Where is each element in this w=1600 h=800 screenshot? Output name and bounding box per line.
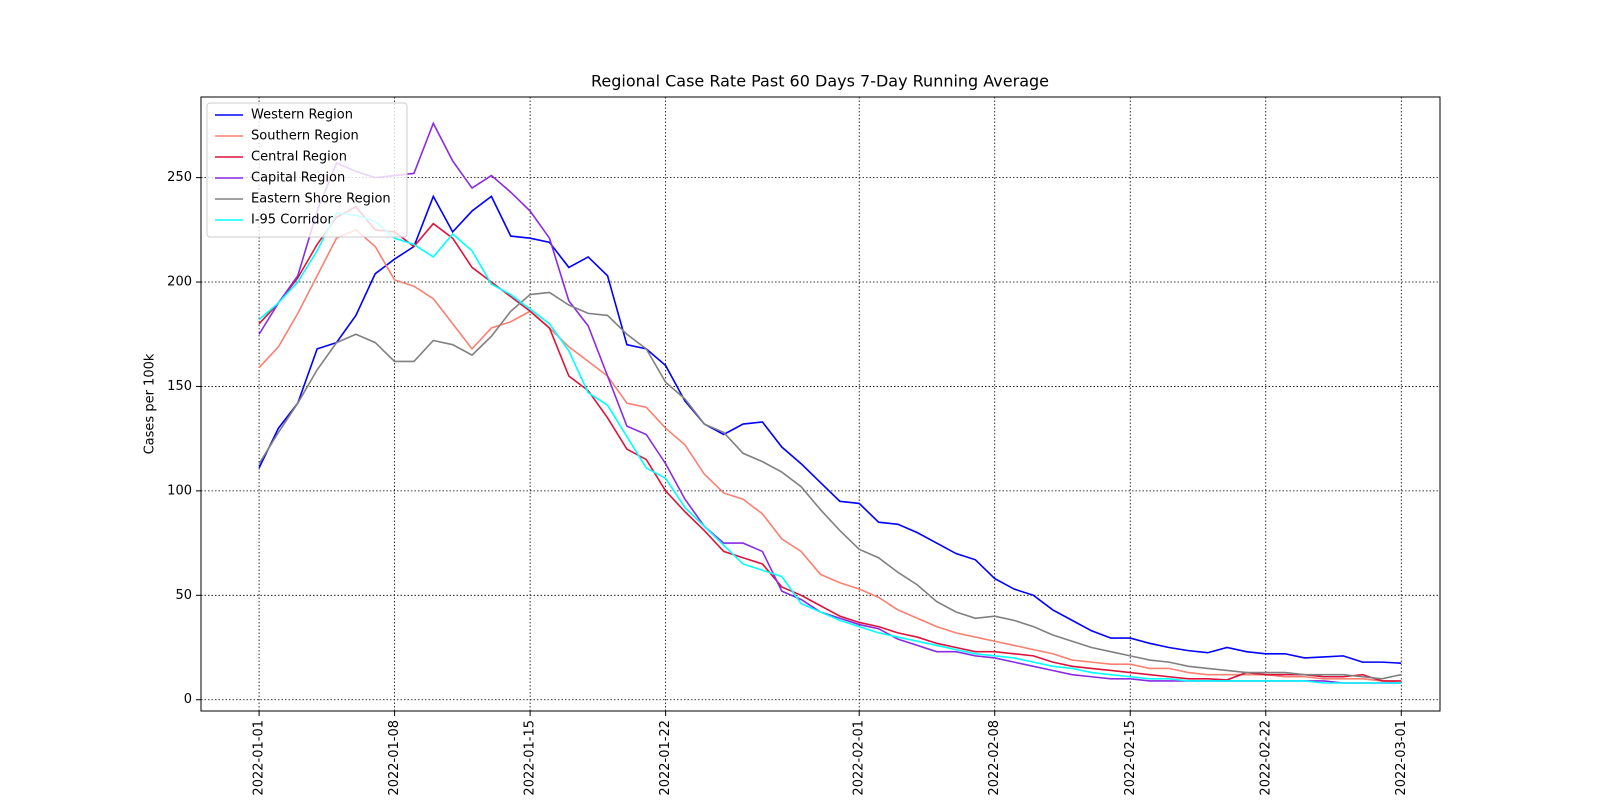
legend-label: I-95 Corridor bbox=[251, 213, 334, 228]
x-tick-label: 2022-03-01 bbox=[1394, 720, 1409, 796]
x-tick-label: 2022-02-08 bbox=[987, 720, 1002, 796]
y-tick-label: 50 bbox=[175, 588, 192, 603]
y-tick-label: 250 bbox=[167, 170, 192, 185]
legend-box bbox=[206, 102, 408, 238]
chart-title: Regional Case Rate Past 60 Days 7-Day Ru… bbox=[591, 72, 1049, 91]
legend-label: Western Region bbox=[251, 108, 353, 123]
legend-label: Southern Region bbox=[251, 129, 359, 144]
series-line bbox=[258, 194, 1402, 664]
x-tick-label: 2022-02-15 bbox=[1123, 720, 1138, 796]
series-line bbox=[258, 212, 1402, 684]
y-tick-label: 200 bbox=[167, 275, 192, 290]
series-line bbox=[258, 121, 1402, 684]
y-tick-label: 0 bbox=[184, 692, 192, 707]
x-tick-label: 2022-02-01 bbox=[852, 720, 867, 796]
y-axis-label: Cases per 100k bbox=[143, 353, 158, 454]
series-line bbox=[258, 228, 1402, 684]
series-line bbox=[258, 205, 1402, 682]
plot-frame bbox=[200, 96, 1441, 712]
y-tick-label: 150 bbox=[167, 379, 192, 394]
x-tick-label: 2022-01-08 bbox=[387, 720, 402, 796]
y-tick-label: 100 bbox=[167, 483, 192, 498]
legend-label: Central Region bbox=[251, 150, 347, 165]
legend-label: Capital Region bbox=[251, 171, 345, 186]
series-line bbox=[258, 291, 1402, 680]
x-tick-label: 2022-02-22 bbox=[1258, 720, 1273, 796]
x-tick-label: 2022-01-15 bbox=[523, 720, 538, 796]
x-tick-label: 2022-01-22 bbox=[658, 720, 673, 796]
legend-label: Eastern Shore Region bbox=[251, 192, 391, 207]
x-tick-label: 2022-01-01 bbox=[252, 720, 267, 796]
